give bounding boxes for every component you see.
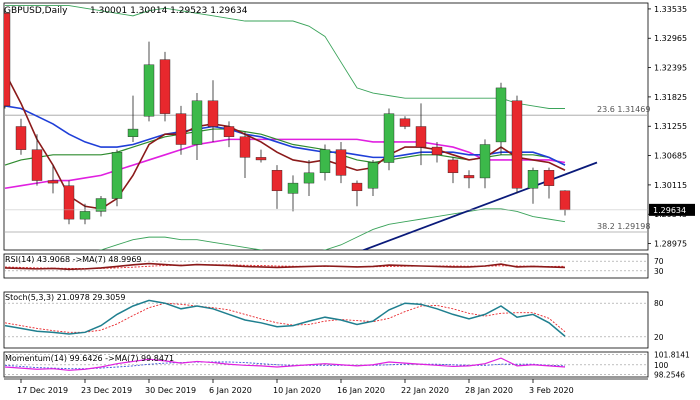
x-tick-label: 3 Feb 2020 [529, 386, 574, 395]
level-label: 20 [654, 333, 664, 342]
stoch-label: Stoch(5,3,3) 21.0978 29.3059 [5, 293, 125, 302]
candle-body [511, 100, 523, 189]
panel-plot-area [4, 354, 648, 375]
candle-body [79, 211, 91, 220]
stoch-k-line [4, 299, 566, 337]
trend-line [361, 161, 598, 250]
level-label: 80 [654, 299, 664, 308]
candle-body [383, 113, 395, 163]
candle-body [4, 13, 11, 107]
candle-body [15, 126, 27, 150]
candle-body [367, 162, 379, 189]
fib-label: 23.6 1.31469 [597, 105, 650, 114]
fib-label: 38.2 1.29198 [597, 222, 650, 231]
ohlc-readout: 1.30001 1.30014 1.29523 1.29634 [90, 6, 248, 16]
candle-body [159, 59, 171, 114]
momentum-label: Momentum(14) 99.6426 ->MA(7) 99.8471 [5, 354, 174, 363]
x-tick-label: 6 Jan 2020 [209, 386, 252, 395]
candle-body [239, 136, 251, 158]
candle-body [143, 64, 155, 117]
y-tick-label: 1.30685 [654, 152, 687, 161]
candle-body [559, 190, 571, 211]
level-label: 100 [654, 361, 669, 370]
panel-frame [3, 291, 649, 349]
current-price-box [649, 203, 695, 216]
rsi-label: RSI(14) 43.9068 ->MA(7) 48.9969 [5, 255, 142, 264]
panel-plot-area [4, 299, 648, 338]
bollinger-lower-line [98, 208, 566, 250]
y-tick-label: 1.32965 [654, 34, 687, 43]
candle-body [95, 198, 107, 212]
candle-body [527, 170, 539, 189]
x-tick-label: 17 Dec 2019 [17, 386, 68, 395]
ema-slow-line [4, 105, 566, 166]
candle-body [351, 182, 363, 192]
candle-body [447, 159, 459, 174]
candle-body [271, 170, 283, 192]
candle-body [175, 113, 187, 145]
stoch-d-line [4, 302, 566, 333]
rsi-line [4, 262, 566, 271]
y-tick-label: 1.31825 [654, 93, 687, 102]
symbol-label: GBPUSD,Daily [4, 6, 68, 16]
candle-body [31, 149, 43, 181]
candle-body [287, 182, 299, 194]
candle-body [335, 149, 347, 176]
candle-body [319, 149, 331, 174]
y-tick-label: 1.28975 [654, 240, 687, 249]
candle-body [431, 146, 443, 156]
x-tick-label: 28 Jan 2020 [465, 386, 513, 395]
candle-body [223, 126, 235, 137]
x-tick-label: 22 Jan 2020 [401, 386, 449, 395]
candle-body [543, 170, 555, 186]
panel-plot-area [4, 260, 648, 272]
level-label: 30 [654, 267, 664, 276]
candle-body [111, 152, 123, 199]
x-tick-label: 16 Jan 2020 [337, 386, 385, 395]
y-tick-label: 1.32395 [654, 64, 687, 73]
panel-frame [3, 253, 649, 279]
level-label: 70 [654, 257, 664, 266]
y-tick-label: 1.33535 [654, 5, 687, 14]
candle-body [207, 100, 219, 127]
current-price-label: 1.29634 [653, 206, 686, 215]
candle-body [47, 180, 59, 184]
y-tick-label: 1.30115 [654, 181, 687, 190]
x-tick-label: 10 Jan 2020 [273, 386, 321, 395]
bollinger-upper-line [5, 5, 565, 109]
level-label: 101.8141 [654, 351, 690, 360]
ma-magenta-line [4, 138, 566, 190]
price-plot-area [4, 5, 648, 250]
candle-body [463, 175, 475, 179]
momentum-line [4, 357, 566, 371]
x-tick-label: 23 Dec 2019 [81, 386, 132, 395]
candle-body [255, 157, 267, 161]
candle-body [415, 126, 427, 148]
candle-body [495, 87, 507, 143]
candle-body [63, 185, 75, 220]
y-tick-label: 1.31255 [654, 122, 687, 131]
candle-body [191, 100, 203, 145]
price-panel: 1.33535 1.32965 1.32395 1.31825 1.31255 1.306… [3, 2, 695, 251]
candle-body [127, 128, 139, 137]
time-axis: 17 Dec 2019 23 Dec 2019 30 Dec 2019 6 Jan 2… [4, 378, 648, 395]
candle-body [399, 118, 411, 127]
x-tick-label: 30 Dec 2019 [145, 386, 196, 395]
stochastic-panel: 80 20 [3, 291, 664, 349]
candle-body [479, 144, 491, 179]
level-label: 98.2546 [654, 370, 685, 379]
candle-body [303, 172, 315, 184]
